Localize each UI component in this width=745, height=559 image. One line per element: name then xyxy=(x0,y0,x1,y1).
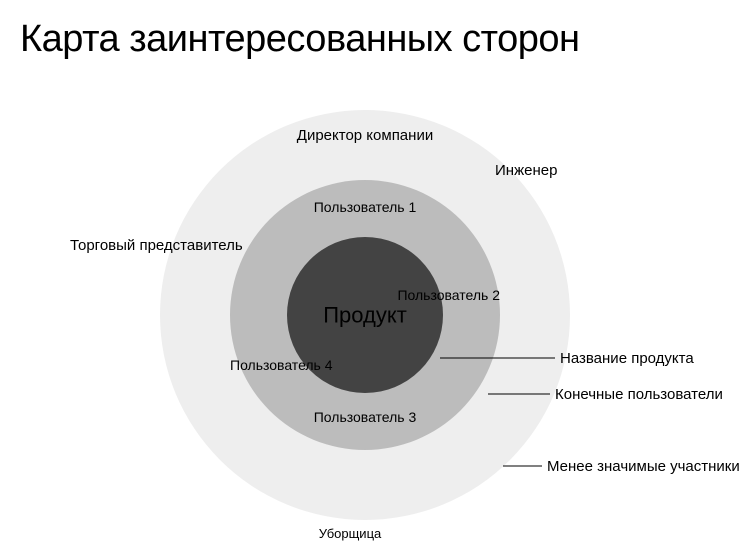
middle-label-user2: Пользователь 2 xyxy=(397,287,500,303)
middle-label-user3: Пользователь 3 xyxy=(314,409,417,425)
outer-label-sales: Торговый представитель xyxy=(70,237,243,254)
stakeholder-map-svg: Продукт Пользователь 1 Пользователь 2 Польз… xyxy=(0,0,745,559)
outer-label-engineer: Инженер xyxy=(495,162,557,179)
middle-label-user4: Пользователь 4 xyxy=(230,357,333,373)
middle-label-user1: Пользователь 1 xyxy=(314,199,417,215)
outer-label-director: Директор компании xyxy=(297,127,433,144)
diagram-stage: Карта заинтересованных сторон ПродуктПол… xyxy=(0,0,745,559)
callout-label-end-users: Конечные пользователи xyxy=(555,386,723,403)
callout-label-less-significant: Менее значимые участники xyxy=(547,458,740,475)
outer-label-cleaner: Уборщица xyxy=(319,526,382,541)
core-label: Продукт xyxy=(323,303,407,328)
callout-label-product-name: Название продукта xyxy=(560,350,694,367)
